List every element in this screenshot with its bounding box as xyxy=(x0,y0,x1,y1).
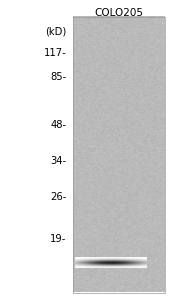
Text: 26-: 26- xyxy=(50,191,66,202)
Text: COLO205: COLO205 xyxy=(95,8,144,18)
Text: 34-: 34- xyxy=(50,155,66,166)
Text: 48-: 48- xyxy=(50,119,66,130)
Text: 19-: 19- xyxy=(50,233,66,244)
Bar xyxy=(73,16,165,292)
Text: (kD): (kD) xyxy=(45,26,66,37)
Text: 85-: 85- xyxy=(50,71,66,82)
Text: 117-: 117- xyxy=(43,47,66,58)
